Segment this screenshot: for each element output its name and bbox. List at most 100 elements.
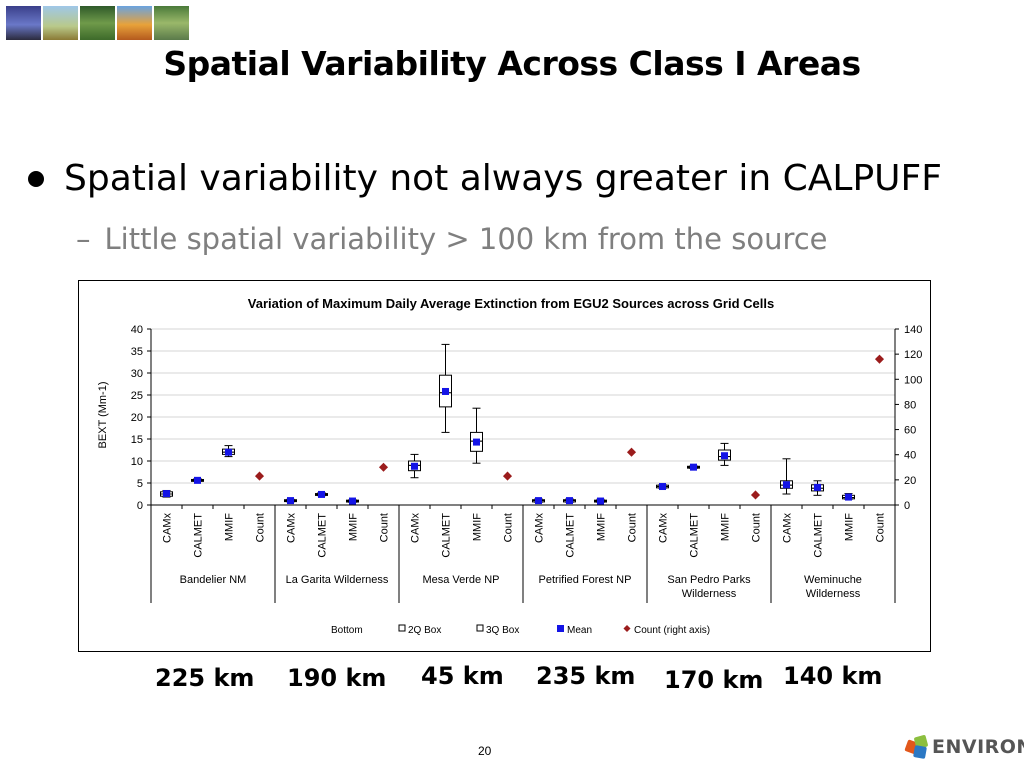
distance-label-2: 190 km <box>287 664 387 692</box>
y2-tick-label: 40 <box>904 450 916 462</box>
legend-2q-swatch <box>398 624 406 632</box>
category-label: CAMx <box>410 513 422 543</box>
mean-marker <box>411 462 418 470</box>
category-label: CAMx <box>658 513 670 543</box>
y-tick-label: 30 <box>131 368 143 380</box>
count-marker <box>750 490 761 500</box>
y2-tick-label: 140 <box>904 324 922 336</box>
environ-logo: ENVIRON <box>904 734 1024 759</box>
category-label: Count <box>503 513 515 542</box>
y-tick-label: 0 <box>137 500 143 512</box>
category-label: CALMET <box>565 513 577 558</box>
mean-marker <box>163 490 170 498</box>
distance-label-3: 45 km <box>421 662 504 690</box>
mean-marker <box>225 448 232 456</box>
mean-marker <box>597 497 604 505</box>
legend-label-count: Count (right axis) <box>634 625 710 636</box>
y-tick-label: 15 <box>131 434 143 446</box>
bullet-text: Spatial variability not always greater i… <box>64 158 942 199</box>
legend-label-3q: 3Q Box <box>486 625 519 636</box>
bullet-dot-icon <box>28 170 44 187</box>
category-label: MMIF <box>472 513 484 541</box>
y-tick-label: 25 <box>131 390 143 402</box>
legend-3q-swatch <box>476 624 484 632</box>
category-label: CAMx <box>782 513 794 543</box>
count-marker <box>626 447 637 457</box>
distance-label-5: 170 km <box>664 666 764 694</box>
category-label: CALMET <box>813 513 825 558</box>
mean-marker <box>349 497 356 505</box>
gridlines <box>151 328 895 484</box>
category-label: MMIF <box>348 513 360 541</box>
category-label: MMIF <box>224 513 236 541</box>
grassland-image <box>43 6 78 40</box>
page-number: 20 <box>478 744 492 758</box>
wetland-image <box>154 6 189 40</box>
wind-turbine-image <box>6 6 41 40</box>
category-label: CALMET <box>193 513 205 558</box>
mean-marker <box>845 493 852 501</box>
legend-label-mean: Mean <box>567 625 592 636</box>
chart-legend: Bottom 2Q Box 3Q Box Mean Count (right axis) <box>331 624 710 636</box>
axes: 0 5 10 15 20 25 30 35 40 0 20 40 60 80 100 120 140 <box>131 324 922 603</box>
group-label: Bandelier NM <box>180 574 247 586</box>
count-marker <box>874 354 885 364</box>
y-tick-label: 35 <box>131 346 143 358</box>
category-label: Count <box>255 513 267 542</box>
slide-title: Spatial Variability Across Class I Areas <box>163 44 861 83</box>
category-label: Count <box>379 513 391 542</box>
category-label: CALMET <box>441 513 453 558</box>
category-label: Count <box>875 513 887 542</box>
group-label: Mesa Verde NP <box>422 574 499 586</box>
mean-marker <box>194 476 201 484</box>
mean-marker <box>287 497 294 505</box>
mean-marker <box>690 463 697 471</box>
legend-count-swatch <box>623 624 631 633</box>
group-label: Weminuche Wilderness <box>804 574 862 600</box>
group-label: La Garita Wilderness <box>286 574 389 586</box>
environ-logo-icon <box>904 734 929 759</box>
mean-marker <box>442 387 449 395</box>
logo-text: ENVIRON <box>932 736 1024 758</box>
distance-label-1: 225 km <box>155 664 255 692</box>
y-tick-label: 10 <box>131 456 143 468</box>
group-label: San Pedro Parks Wilderness <box>667 574 751 600</box>
category-label: Count <box>751 513 763 542</box>
mean-marker <box>721 452 728 460</box>
mean-marker <box>814 483 821 491</box>
autumn-field-image <box>117 6 152 40</box>
y2-tick-label: 20 <box>904 475 916 487</box>
mean-marker <box>318 490 325 498</box>
y-axis-label: BEXT (Mm-1) <box>97 381 109 448</box>
chart-frame: Variation of Maximum Daily Average Extin… <box>78 280 931 652</box>
legend-label-bottom: Bottom <box>331 625 363 636</box>
legend-label-2q: 2Q Box <box>408 625 441 636</box>
count-marker <box>254 471 265 481</box>
mean-marker <box>783 481 790 489</box>
y-tick-label: 5 <box>137 478 143 490</box>
sub-bullet: – Little spatial variability > 100 km fro… <box>76 222 828 256</box>
category-label: CAMx <box>286 513 298 543</box>
category-label: MMIF <box>720 513 732 541</box>
group-label: Petrified Forest NP <box>539 574 632 586</box>
category-label: CAMx <box>162 513 174 543</box>
distance-label-6: 140 km <box>783 662 883 690</box>
category-label: MMIF <box>596 513 608 541</box>
mean-marker <box>566 497 573 505</box>
category-label: CAMx <box>534 513 546 543</box>
y-tick-label: 20 <box>131 412 143 424</box>
y2-tick-label: 60 <box>904 425 916 437</box>
y-tick-label: 40 <box>131 324 143 336</box>
category-label: Count <box>627 513 639 542</box>
dash-icon: – <box>76 222 91 256</box>
box-plot-chart: Variation of Maximum Daily Average Extin… <box>97 296 922 636</box>
mean-marker <box>535 497 542 505</box>
forest-path-image <box>80 6 115 40</box>
header-thumbnails <box>6 6 189 40</box>
category-label: CALMET <box>689 513 701 558</box>
sub-bullet-text: Little spatial variability > 100 km from… <box>104 222 828 256</box>
y2-tick-label: 80 <box>904 399 916 411</box>
category-label: MMIF <box>844 513 856 541</box>
box-series <box>160 343 885 505</box>
mean-marker <box>659 483 666 491</box>
